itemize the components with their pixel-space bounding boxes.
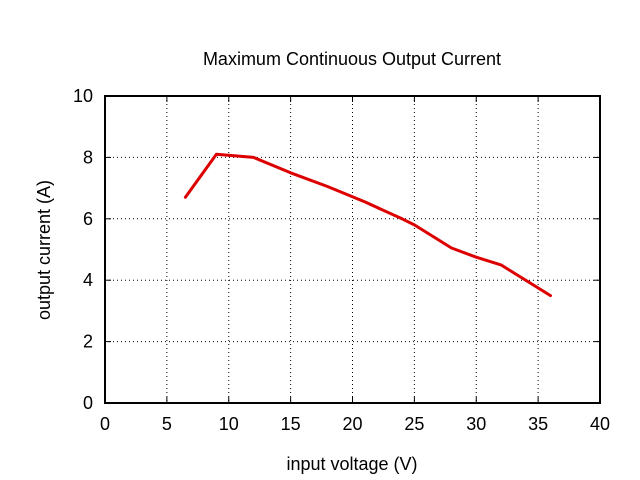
data-point xyxy=(252,156,255,159)
data-point xyxy=(475,255,478,259)
x-tick-label: 15 xyxy=(281,414,301,434)
data-point xyxy=(400,217,404,220)
series-group xyxy=(183,152,552,298)
x-tick-label: 30 xyxy=(466,414,486,434)
grid xyxy=(105,96,600,403)
x-tick-label: 40 xyxy=(590,414,610,434)
chart-title: Maximum Continuous Output Current xyxy=(203,49,501,69)
y-tick-label: 2 xyxy=(83,332,93,352)
axis-ticks: 0 5 10 15 20 25 30 35 40 0 2 4 6 8 10 xyxy=(73,86,610,434)
x-axis-label: input voltage (V) xyxy=(286,454,417,474)
data-point xyxy=(499,263,503,267)
y-tick-label: 4 xyxy=(83,270,93,290)
data-point xyxy=(289,171,292,174)
series-line xyxy=(183,152,552,298)
x-tick-label: 0 xyxy=(100,414,110,434)
y-tick-label: 6 xyxy=(83,209,93,229)
y-axis-label: output current (A) xyxy=(34,180,54,320)
y-tick-label: 0 xyxy=(83,393,93,413)
x-tick-label: 20 xyxy=(342,414,362,434)
x-tick-label: 5 xyxy=(162,414,172,434)
data-point xyxy=(450,246,453,250)
data-point xyxy=(363,200,367,204)
x-tick-label: 25 xyxy=(404,414,424,434)
data-point xyxy=(215,153,218,156)
x-tick-label: 10 xyxy=(219,414,239,434)
data-point xyxy=(184,196,187,199)
data-point xyxy=(549,294,552,297)
y-tick-label: 10 xyxy=(73,86,93,106)
x-tick-label: 35 xyxy=(528,414,548,434)
data-point xyxy=(413,223,416,227)
data-point xyxy=(326,185,329,188)
y-tick-label: 8 xyxy=(83,147,93,167)
